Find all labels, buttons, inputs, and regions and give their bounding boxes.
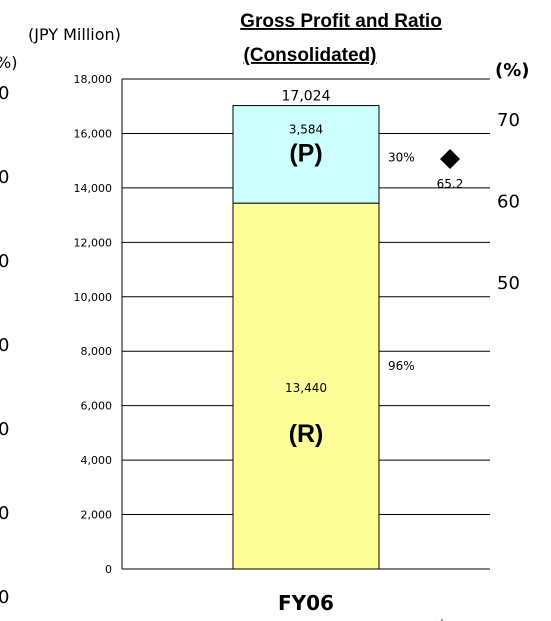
left-panel-tick-labels: 0 0 0 0 0 0 0 (0, 83, 9, 608)
y-tick-label: 2,000 (81, 509, 113, 522)
y-axis-unit-label: (JPY Million) (28, 25, 121, 44)
stacked-bars (232, 105, 380, 570)
y-axis-tick-labels: 0 2,000 4,000 6,000 8,000 10,000 12,000 14,000 1… (74, 73, 113, 576)
y2-axis-tick-labels: 50 60 70 (497, 110, 520, 294)
y2-tick-label: 60 (497, 192, 520, 213)
bar-segment (232, 105, 380, 204)
bar-segment (232, 202, 380, 570)
bar-labels: 13,440 (R) 96% 3,584 (P) 30% 17,024 (282, 89, 415, 448)
x-category-label: FY06 (278, 591, 334, 615)
left-panel-tick-label: 0 (0, 503, 9, 524)
left-panel-tick-label: 0 (0, 419, 9, 440)
y-tick-label: 16,000 (74, 127, 113, 140)
segment-share-label: 30% (388, 151, 415, 165)
y-tick-label: 0 (105, 563, 112, 576)
segment-value-label: 3,584 (289, 123, 323, 137)
ratio-series: 65.2 (437, 149, 464, 191)
y-tick-label: 8,000 (81, 345, 113, 358)
y2-axis-unit-label: (%) (495, 60, 530, 81)
y-tick-label: 4,000 (81, 454, 113, 467)
left-panel-tick-label: 0 (0, 83, 9, 104)
left-panel-tick-label: 0 (0, 251, 9, 272)
left-panel-tick-label: 0 (0, 587, 9, 608)
y-tick-label: 12,000 (74, 236, 113, 249)
y-tick-label: 18,000 (74, 73, 113, 86)
y2-tick-label: 70 (497, 110, 520, 131)
segment-value-label: 13,440 (285, 381, 327, 395)
ratio-value-label: 65.2 (437, 177, 464, 191)
y-tick-label: 14,000 (74, 182, 113, 195)
chart-title: Gross Profit and Ratio (240, 11, 442, 32)
chart-subtitle: (Consolidated) (244, 45, 377, 66)
left-panel-unit-fragment: %) (0, 53, 17, 72)
total-value-label: 17,024 (282, 89, 331, 105)
segment-name-label: (P) (289, 140, 322, 168)
y-tick-label: 10,000 (74, 291, 113, 304)
left-panel-tick-label: 0 (0, 167, 9, 188)
segment-share-label: 96% (388, 359, 415, 373)
y-tick-label: 6,000 (81, 400, 113, 413)
segment-name-label: (R) (289, 420, 324, 448)
left-panel-tick-label: 0 (0, 335, 9, 356)
ratio-diamond-marker (440, 149, 460, 170)
y2-tick-label: 50 (497, 273, 520, 294)
